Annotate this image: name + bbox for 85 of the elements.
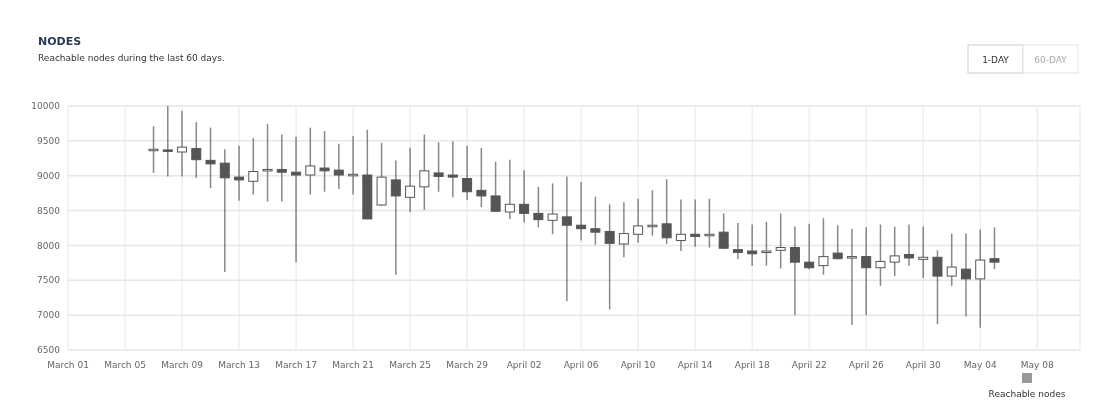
candlestick [718,212,729,250]
candlestick [561,175,572,302]
candlestick [832,224,843,261]
chart-subtitle: Reachable nodes during the last 60 days. [38,53,225,63]
x-tick-label: April 14 [677,360,713,370]
candlestick [846,227,857,326]
candlestick [732,222,743,261]
candlestick [162,105,173,178]
candlestick [262,123,273,203]
y-tick-label: 8500 [37,205,61,216]
x-tick-label: April 22 [791,360,827,370]
candlestick [661,178,672,245]
candlestick [490,161,501,213]
y-tick-label: 9500 [37,136,61,147]
y-tick-label: 7500 [37,275,61,286]
candlestick [889,225,900,277]
candlestick [875,223,886,287]
candlestick [504,158,515,220]
y-tick-label: 6500 [37,345,61,356]
x-tick-label: March 05 [104,360,146,370]
candlestick [675,198,686,252]
candlestick [604,203,615,311]
candlestick [775,212,786,270]
x-tick-label: April 18 [734,360,770,370]
x-tick-label: March 01 [47,360,89,370]
x-tick-label: March 21 [332,360,374,370]
candlestick [205,126,216,190]
x-tick-label: April 30 [905,360,941,370]
candlestick [704,197,715,249]
candlestick [932,249,943,325]
x-tick-label: April 02 [506,360,542,370]
y-tick-label: 9000 [37,170,61,181]
candlestick [690,198,701,248]
candlestick [248,137,259,196]
candlestick [590,195,601,246]
candlestick [177,110,188,178]
y-tick-label: 10000 [31,101,61,112]
candlestick [618,201,629,259]
candlestick [960,232,971,318]
candlestick [989,226,1000,270]
candlestick [519,169,530,224]
candlestick [419,133,430,211]
candlestick [547,182,558,236]
candlestick [761,220,772,267]
candlestick [647,189,658,237]
candlestick [903,223,914,267]
candlestick [191,121,202,179]
candlestick [276,133,287,203]
x-tick-label: March 17 [275,360,317,370]
x-tick-label: April 26 [848,360,884,370]
x-tick-label: March 09 [161,360,204,370]
candlestick [789,225,800,316]
candlestick [447,140,458,199]
x-tick-label: March 29 [446,360,489,370]
candlestick [319,130,330,193]
candlestick [576,181,587,242]
candlestick [918,225,929,279]
y-tick-label: 7000 [37,310,61,321]
x-tick-label: May 08 [1020,360,1054,370]
candlestick [219,148,230,273]
candlestick [476,147,487,208]
candlestick [462,144,473,201]
x-tick-label: March 25 [389,360,431,370]
candlestick [433,141,444,193]
candlestick [390,159,401,276]
legend-label: Reachable nodes [988,389,1066,399]
toggle-button: 60-DAY [1022,44,1079,74]
candlestick [234,144,245,202]
x-tick-label: April 10 [620,360,656,370]
candlestick [818,217,829,276]
candlestick [804,223,815,270]
candlestick [533,186,544,229]
candlestick [747,223,758,267]
candlestick [305,126,316,196]
y-tick-label: 8000 [37,240,61,251]
candlestick [946,232,957,287]
chart-title: NODES [38,35,82,48]
toggle-button: 1-DAY [967,44,1024,74]
candlestick [405,147,416,213]
x-tick-label: April 06 [563,360,599,370]
x-tick-label: March 13 [218,360,260,370]
candlestick [633,197,644,244]
x-tick-label: May 04 [963,360,997,370]
candlestick [333,142,344,190]
candlestick [148,125,159,174]
